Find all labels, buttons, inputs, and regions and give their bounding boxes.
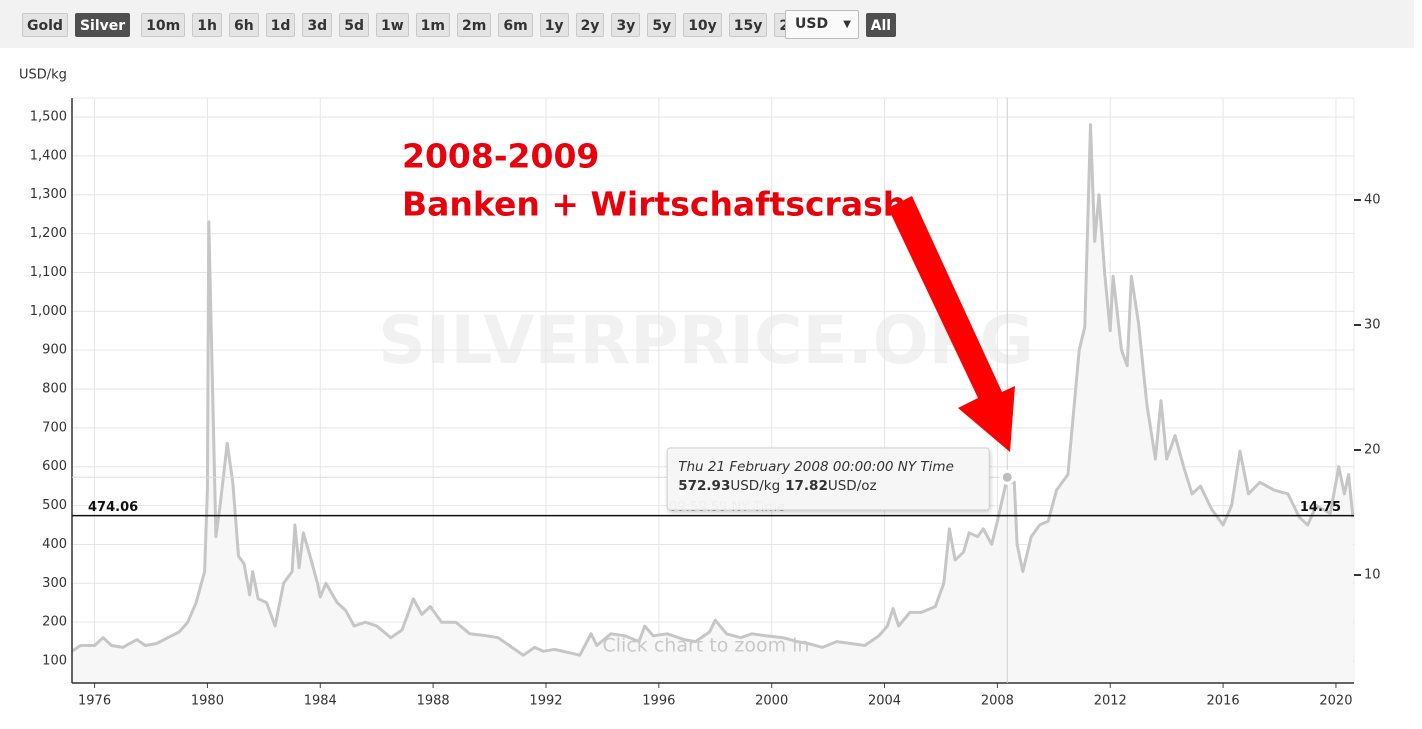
y-tick-label: 200 xyxy=(42,615,67,630)
range-button[interactable]: 5y xyxy=(647,13,677,37)
range-button[interactable]: 3y xyxy=(611,13,641,37)
y-axis-title: USD/kg xyxy=(19,68,67,83)
x-tick-label: 1976 xyxy=(78,694,111,709)
y-tick-label: 1,200 xyxy=(30,226,67,241)
range-button[interactable]: 1m xyxy=(415,13,450,37)
range-button[interactable]: 3d xyxy=(302,13,333,37)
x-tick-label: 1996 xyxy=(642,694,675,709)
watermark: SILVERPRICE.ORG xyxy=(378,302,1034,379)
range-button[interactable]: 6m xyxy=(498,13,533,37)
x-tick-label: 2004 xyxy=(868,694,901,709)
y2-tick-label: 40 xyxy=(1364,193,1381,208)
x-tick-label: 2008 xyxy=(981,694,1014,709)
y-tick-label: 300 xyxy=(42,576,67,591)
tooltip-values: 572.93USD/kg 17.82USD/oz xyxy=(678,478,876,494)
currency-label: USD xyxy=(795,16,829,32)
y-tick-label: 500 xyxy=(42,498,67,513)
x-tick-label: 1988 xyxy=(417,694,450,709)
toolbar: Gold Silver 10m 1h 6h 1d 3d 5d 1w 1m 2m 6m 1y 2y 3y 5y 1… xyxy=(0,0,1414,48)
tooltip-kg-unit: USD/kg xyxy=(730,478,780,494)
y-tick-label: 1,000 xyxy=(30,304,67,319)
x-tick-label: 2012 xyxy=(1094,694,1127,709)
tooltip-box xyxy=(666,447,990,511)
y-tick-label: 1,300 xyxy=(30,187,67,202)
tooltip-kg-value: 572.93 xyxy=(678,478,730,494)
y-tick-label: 1,500 xyxy=(30,110,67,125)
red-arrow xyxy=(888,196,1015,452)
zoom-hint: Click chart to zoom in xyxy=(603,635,810,657)
range-button[interactable]: 15y xyxy=(728,13,768,37)
range-button[interactable]: Silver xyxy=(74,13,131,37)
x-tick-label: 2016 xyxy=(1207,694,1240,709)
y-tick-label: 800 xyxy=(42,382,67,397)
range-buttons: Gold Silver 10m 1h 6h 1d 3d 5d 1w 1m 2m 6m 1y 2y 3y 5y 1… xyxy=(22,13,897,37)
range-button[interactable]: 1h xyxy=(192,13,222,37)
x-tick-label: 1984 xyxy=(304,694,337,709)
range-button[interactable]: 2y xyxy=(575,13,605,37)
y-tick-label: 700 xyxy=(42,420,67,435)
annotation: Banken + Wirtschaftscrash xyxy=(402,185,906,224)
current-price-oz-label: 14.75 xyxy=(1300,500,1341,515)
current-price-label: 474.06 xyxy=(88,500,138,515)
area-fill xyxy=(72,124,1353,684)
annotation: 2008-2009 xyxy=(402,137,599,176)
range-button[interactable]: All xyxy=(865,13,897,37)
range-button[interactable]: 6h xyxy=(228,13,259,37)
y2-tick-label: 30 xyxy=(1364,318,1381,333)
currency-select[interactable]: USD ▼ xyxy=(785,10,859,39)
range-button[interactable]: 1y xyxy=(539,13,569,37)
range-button[interactable]: 5d xyxy=(339,13,369,37)
range-button[interactable]: 10m xyxy=(141,13,186,37)
y-tick-label: 400 xyxy=(42,537,67,552)
range-button[interactable]: Gold xyxy=(22,13,68,37)
range-button[interactable]: 2m xyxy=(457,13,492,37)
x-tick-label: 1992 xyxy=(529,694,562,709)
x-tick-label: 2000 xyxy=(755,694,788,709)
y-tick-label: 600 xyxy=(42,459,67,474)
caret: ▼ xyxy=(843,19,851,30)
range-button[interactable]: 10y xyxy=(683,13,722,37)
tooltip-oz-unit: USD/oz xyxy=(828,478,877,494)
range-button[interactable]: 1w xyxy=(375,13,409,37)
tooltip-marker xyxy=(999,469,1015,485)
y-tick-label: 1,100 xyxy=(30,265,67,280)
y2-tick-label: 10 xyxy=(1364,568,1381,583)
range-button[interactable]: 1d xyxy=(265,13,296,37)
x-tick-label: 2020 xyxy=(1319,694,1352,709)
price-line xyxy=(71,123,1355,657)
tooltip-date: Thu 21 February 2008 00:00:00 NY Time xyxy=(678,459,954,475)
y2-tick-label: 20 xyxy=(1364,443,1381,458)
tooltip-oz-value: 17.82 xyxy=(785,478,828,494)
y-tick-label: 100 xyxy=(42,654,67,669)
chart[interactable]: SILVERPRICE.ORG 100 200 300 400 500 600 700 800 9… xyxy=(0,48,1414,729)
x-tick-label: 1980 xyxy=(191,694,224,709)
y-tick-label: 1,400 xyxy=(30,148,67,163)
y-tick-label: 900 xyxy=(42,343,67,358)
